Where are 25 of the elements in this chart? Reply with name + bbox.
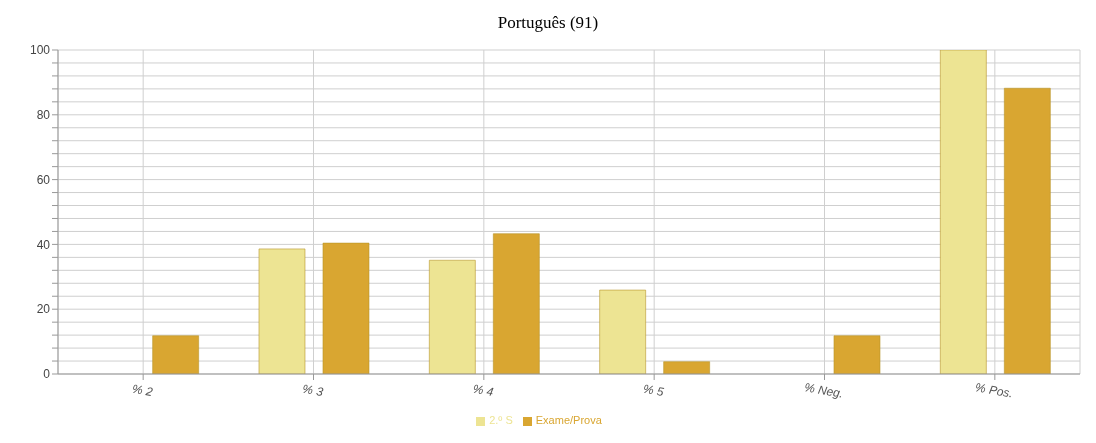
y-tick-label: 40 <box>36 237 51 252</box>
y-tick-label: 20 <box>36 302 51 317</box>
bar <box>940 50 987 374</box>
bar <box>833 335 881 374</box>
bar <box>258 248 306 374</box>
x-tick-label: % 2 <box>130 381 155 400</box>
chart-title: Português (91) <box>496 12 600 34</box>
legend-label: Exame/Prova <box>535 414 602 426</box>
legend-label: 2.º S <box>489 414 513 426</box>
y-tick-label: 80 <box>36 108 51 123</box>
x-tick-label: % Pos. <box>974 380 1014 401</box>
bar <box>322 242 370 374</box>
bar <box>493 233 540 374</box>
x-tick-label: % 3 <box>301 381 325 400</box>
x-tick-label: % 5 <box>641 381 666 400</box>
bar <box>152 335 199 374</box>
bar <box>429 259 476 374</box>
bar <box>1004 87 1051 374</box>
x-tick-label: % 4 <box>471 381 495 400</box>
y-tick-label: 0 <box>43 367 51 382</box>
bar <box>663 361 710 374</box>
y-tick-label: 60 <box>36 172 51 187</box>
bar <box>599 289 646 374</box>
x-tick-label: % Neg. <box>803 380 845 401</box>
y-tick-label: 100 <box>29 43 51 58</box>
